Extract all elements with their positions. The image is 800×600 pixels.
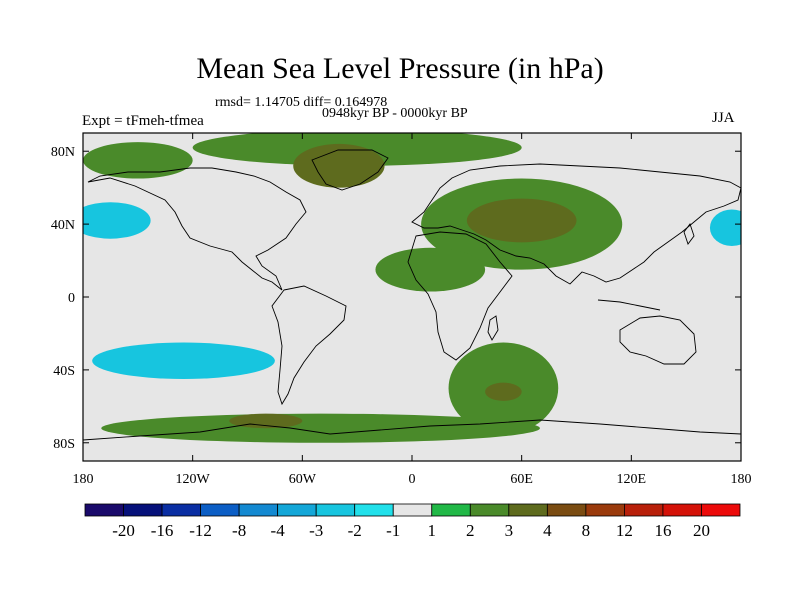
colorbar-box [701, 503, 741, 517]
map-panel [83, 133, 741, 461]
colorbar-label: -12 [189, 521, 212, 540]
north-america-coast [87, 167, 307, 291]
colorbar-label: 1 [428, 521, 437, 540]
x-axis: 180 120W 60W 0 60E 120E 180 [73, 133, 752, 487]
colorbar-box [392, 503, 433, 517]
indonesia-coast [597, 299, 661, 311]
colorbar-label: -16 [151, 521, 174, 540]
region-greenland-high [293, 143, 385, 188]
colorbar-box [546, 503, 587, 517]
colorbar-label: 12 [616, 521, 633, 540]
colorbar-label: 2 [466, 521, 475, 540]
region-southern-ocean-high [101, 413, 540, 443]
colorbar-box [161, 503, 201, 517]
colorbar-box [469, 503, 510, 517]
x-tick-label: 60W [289, 472, 317, 487]
colorbar-box [123, 503, 163, 517]
region-ne-pacific-high [83, 142, 193, 179]
colorbar-label: 8 [582, 521, 591, 540]
antarctica-coast [83, 419, 741, 441]
region-n-pacific-low [83, 202, 151, 239]
colorbar-box [200, 503, 240, 517]
colorbar-label: -4 [271, 521, 286, 540]
colorbar-label: -1 [386, 521, 400, 540]
africa-coast [407, 231, 513, 361]
x-tick-label: 120W [176, 472, 211, 487]
colorbar-box [508, 503, 548, 517]
x-tick-label: 0 [409, 472, 416, 487]
colorbar-label: -20 [112, 521, 135, 540]
colorbar-box [354, 503, 394, 517]
coastlines [83, 149, 741, 441]
colorbar-box [662, 503, 702, 517]
colorbar-label: 20 [693, 521, 710, 540]
region-s-indian-core [485, 382, 522, 401]
region-n-atlantic-low [302, 213, 376, 243]
greenland-coast [311, 149, 389, 191]
australia-coast [619, 315, 697, 365]
region-indian-low [598, 377, 621, 389]
colorbar-label: 3 [505, 521, 514, 540]
period-label: 0948kyr BP - 0000kyr BP [322, 106, 468, 121]
stats-line: rmsd= 1.14705 diff= 0.164978 [215, 95, 388, 110]
x-tick-label: 60E [510, 472, 533, 487]
y-tick-label: 80S [53, 437, 75, 452]
pressure-regions [83, 133, 741, 443]
y-tick-label: 0 [68, 291, 75, 306]
region-asia-core-high [466, 198, 577, 243]
colorbar-box [431, 503, 471, 517]
colorbar-box [277, 503, 317, 517]
madagascar-coast [487, 315, 499, 341]
map-background [83, 133, 741, 461]
eurasia-coast [411, 163, 741, 285]
colorbar-box [84, 503, 124, 517]
x-tick-label: 120E [617, 472, 647, 487]
colorbar-label: 4 [543, 521, 552, 540]
season-label: JJA [712, 110, 735, 126]
colorbar-box [624, 503, 664, 517]
colorbar-label: -3 [309, 521, 323, 540]
x-tick-label: 180 [73, 472, 94, 487]
y-tick-label: 40S [53, 364, 75, 379]
colorbar-label: -2 [348, 521, 362, 540]
y-tick-label: 80N [51, 145, 75, 160]
region-n-africa-high [375, 247, 486, 292]
colorbar: -20 -16 -12 -8 -4 -3 -2 -1 1 2 3 4 8 12 16 20 [84, 503, 741, 540]
y-tick-label: 40N [51, 218, 75, 233]
colorbar-box [238, 503, 279, 517]
x-tick-label: 180 [731, 472, 752, 487]
region-s-pacific-low [92, 342, 275, 379]
colorbar-label: -8 [232, 521, 246, 540]
south-america-coast [271, 285, 347, 406]
region-w-pacific-low [709, 209, 741, 246]
colorbar-box [315, 503, 356, 517]
japan-coast [683, 223, 695, 245]
colorbar-box [585, 503, 625, 517]
y-axis: 80N 40N 0 40S 80S [51, 145, 741, 452]
region-australia-low [704, 340, 741, 370]
chart-title: Mean Sea Level Pressure (in hPa) [196, 52, 604, 85]
colorbar-label: 16 [654, 521, 671, 540]
experiment-label: Expt = tFmeh-tfmea [82, 113, 204, 129]
